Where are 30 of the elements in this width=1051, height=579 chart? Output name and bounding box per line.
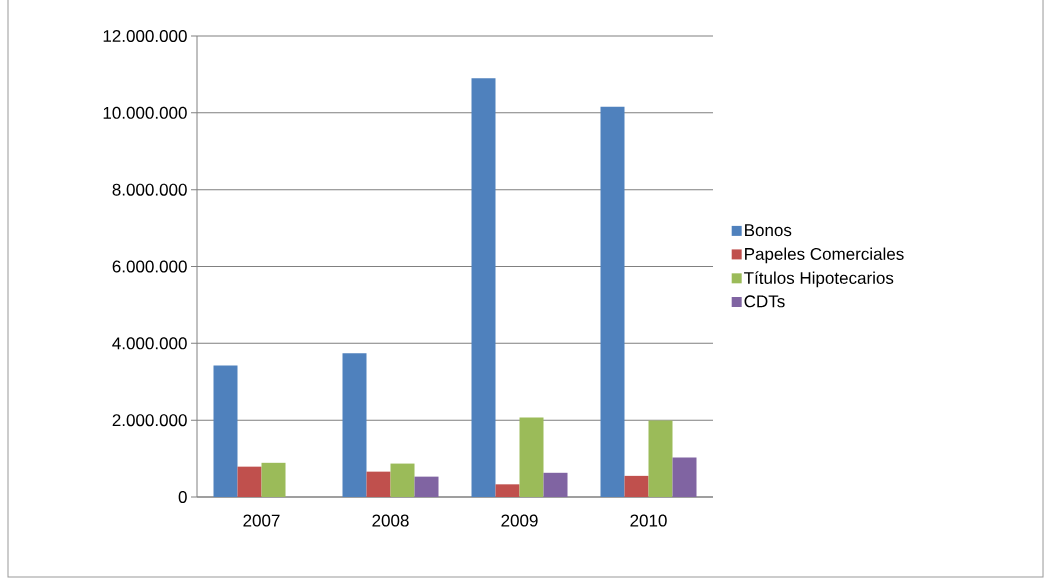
bar [237,466,262,497]
bar [600,106,625,497]
bar [390,463,415,497]
bar [213,365,238,497]
bar [495,484,520,497]
legend-label: Papeles Comerciales [745,247,904,264]
x-tick-label: 2010 [630,514,667,527]
bar [414,476,439,497]
bar [624,475,649,497]
x-tick-label: 2008 [372,514,409,527]
bar [261,462,286,497]
y-tick-label: 12.000.000 [103,29,187,43]
bar [366,471,391,497]
x-tick-label: 2007 [243,514,280,527]
bar [519,417,544,497]
y-tick-label: 10.000.000 [103,106,187,119]
legend-label: Títulos Hipotecarios [744,271,894,288]
bar [543,472,568,497]
legend-label: CDTs [744,295,785,308]
bar [471,78,496,497]
y-tick-label: 6.000.000 [112,260,187,273]
y-tick-label: 8.000.000 [112,183,187,196]
y-tick-label: 2.000.000 [112,414,187,427]
bar [648,420,673,497]
legend-label: Bonos [745,224,792,237]
bar [342,353,367,497]
bar [672,457,697,497]
x-tick-label: 2009 [501,514,538,527]
y-tick-label: 0 [178,490,187,504]
y-tick-label: 4.000.000 [112,337,187,350]
